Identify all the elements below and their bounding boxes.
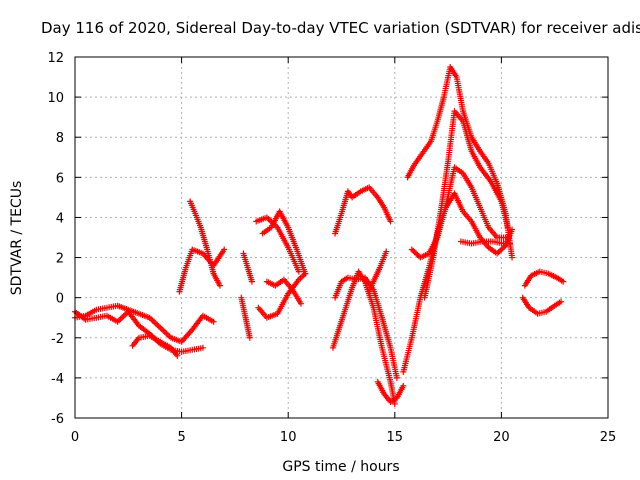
x-axis-label: GPS time / hours <box>282 459 399 475</box>
data-point <box>246 334 253 341</box>
series-track-l <box>332 184 394 237</box>
grid <box>75 57 608 418</box>
plot-frame <box>74 56 609 419</box>
series-track-q <box>400 190 516 375</box>
series-track-c <box>129 332 181 359</box>
series-track-p <box>366 248 390 295</box>
series-track-j <box>259 208 309 277</box>
data-point <box>221 246 228 253</box>
series-track-o <box>374 378 407 405</box>
y-tick-label: 4 <box>56 211 64 226</box>
x-tick-label: 25 <box>600 430 617 445</box>
data-point <box>210 318 217 325</box>
data-point <box>502 234 509 241</box>
data-point <box>509 254 516 261</box>
y-tick-label: 0 <box>56 292 64 307</box>
data-point <box>199 344 206 351</box>
data-point <box>393 374 400 381</box>
series-track-k <box>263 276 304 307</box>
x-tick-label: 0 <box>71 430 79 445</box>
x-tick-label: 15 <box>387 430 404 445</box>
data-point <box>174 352 181 359</box>
series-track-n <box>329 268 398 407</box>
x-tick-label: 5 <box>177 430 185 445</box>
x-tick-label: 20 <box>493 430 510 445</box>
series-track-g <box>238 294 253 341</box>
series-track-e <box>187 198 223 289</box>
x-tick-label: 10 <box>280 430 297 445</box>
y-tick-label: 12 <box>47 51 64 66</box>
y-tick-label: 10 <box>47 91 64 106</box>
data-point <box>400 382 407 389</box>
y-tick-label: -4 <box>51 372 64 387</box>
y-tick-label: -6 <box>51 412 64 427</box>
y-tick-label: -2 <box>51 332 64 347</box>
series-track-a <box>72 302 217 345</box>
series-track-f <box>240 250 255 285</box>
data-point <box>560 278 567 285</box>
data-point <box>216 282 223 289</box>
series-track-w <box>519 294 565 317</box>
data-point <box>248 278 255 285</box>
y-axis-label: SDTVAR / TECUs <box>9 181 25 296</box>
series-track-t <box>404 64 516 261</box>
data-point <box>391 400 398 407</box>
chart-title: Day 116 of 2020, Sidereal Day-to-day VTE… <box>41 19 640 37</box>
data-point <box>383 248 390 255</box>
series-track-s <box>421 108 511 301</box>
data-point <box>387 218 394 225</box>
y-tick-label: 2 <box>56 252 64 267</box>
y-tick-label: 6 <box>56 171 64 186</box>
series-track-i <box>253 214 302 275</box>
data-point <box>509 226 516 233</box>
axis-ticks: 0 5 10 15 20 25 -6 -4 -2 0 2 4 6 8 10 12 <box>47 51 616 445</box>
data-point <box>297 300 304 307</box>
y-tick-label: 8 <box>56 131 64 146</box>
data-points <box>72 64 567 407</box>
data-point <box>558 298 565 305</box>
series-track-u <box>457 238 513 247</box>
data-point <box>506 240 513 247</box>
data-point <box>295 268 302 275</box>
series-track-v <box>521 268 567 289</box>
data-point <box>302 270 309 277</box>
